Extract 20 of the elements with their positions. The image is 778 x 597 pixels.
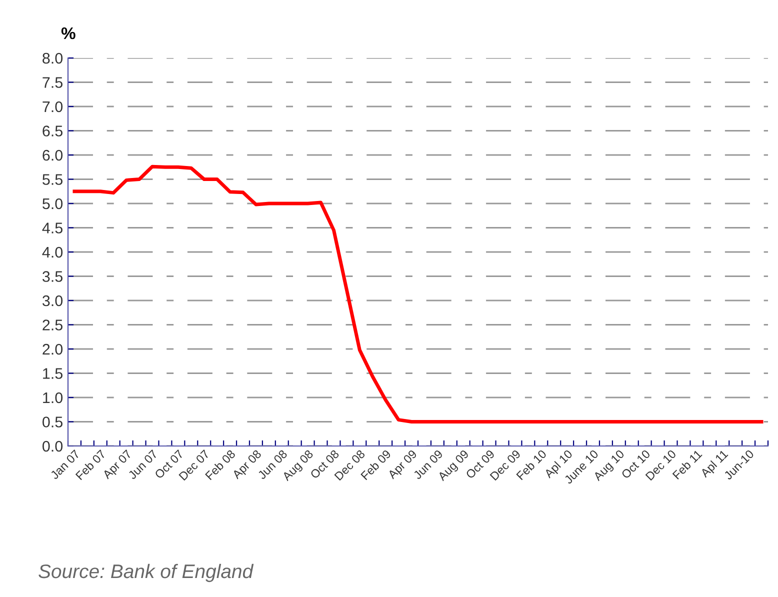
y-tick-label: 0.0 [42,440,63,452]
y-tick-label: 1.5 [43,368,62,379]
y-tick-label: 2.0 [42,344,63,355]
y-tick-label: 4.0 [42,246,63,258]
line-series [72,164,764,424]
y-tick-label: 8.0 [42,52,63,64]
y-tick-label: 6.0 [42,150,63,161]
y-tick-label: 3.0 [42,295,63,306]
y-tick-label: 1.0 [43,392,63,404]
y-tick-label: 7.0 [42,101,63,112]
y-tick-label: 7.5 [42,77,62,88]
y-tick-label: 5.0 [42,198,63,210]
y-tick-label: 2.5 [42,320,62,330]
y-tick-label: 3.5 [42,271,62,282]
y-tick-label: 6.5 [42,126,62,136]
y-tick-label: 4.5 [42,222,62,234]
y-tick-label: 0.5 [42,416,62,428]
y-axis-title: % [61,27,76,40]
source-note: Source: Bank of England [38,564,254,582]
y-tick-label: 5.5 [42,174,62,185]
